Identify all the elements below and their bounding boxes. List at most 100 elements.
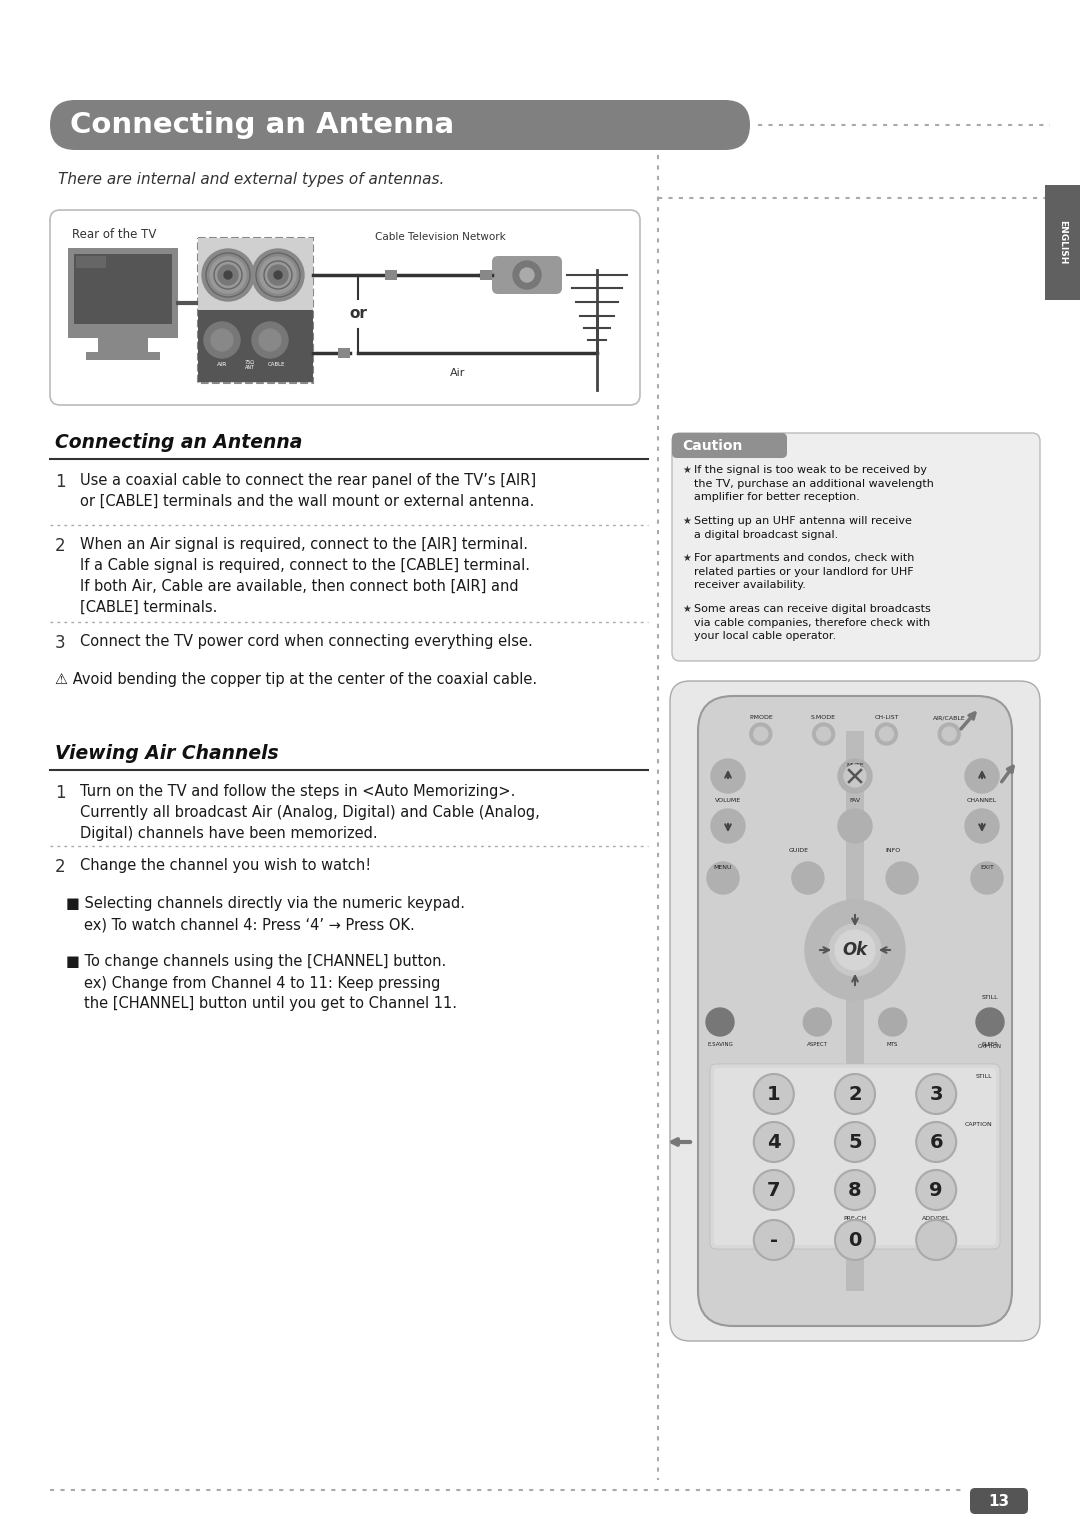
Circle shape — [750, 722, 772, 745]
Text: 6: 6 — [930, 1133, 943, 1151]
Text: 2: 2 — [848, 1084, 862, 1104]
Bar — [198, 238, 313, 310]
Bar — [75, 253, 172, 324]
Text: ex) Change from Channel 4 to 11: Keep pressing: ex) Change from Channel 4 to 11: Keep pr… — [84, 976, 441, 991]
Text: Rear of the TV: Rear of the TV — [72, 228, 157, 241]
Circle shape — [966, 809, 999, 843]
FancyBboxPatch shape — [970, 1487, 1028, 1513]
FancyBboxPatch shape — [50, 99, 750, 150]
Circle shape — [942, 727, 956, 741]
Circle shape — [204, 322, 240, 357]
Text: GUIDE: GUIDE — [788, 847, 809, 854]
Bar — [384, 270, 397, 279]
Circle shape — [971, 863, 1003, 893]
Text: Use a coaxial cable to connect the rear panel of the TV’s [AIR]
or [CABLE] termi: Use a coaxial cable to connect the rear … — [80, 473, 536, 508]
Text: or: or — [349, 307, 367, 322]
Circle shape — [707, 863, 739, 893]
Text: ASPECT: ASPECT — [807, 1041, 827, 1048]
Circle shape — [829, 924, 881, 976]
Text: For apartments and condos, check with
related parties or your landlord for UHF
r: For apartments and condos, check with re… — [694, 553, 915, 591]
Text: Viewing Air Channels: Viewing Air Channels — [55, 744, 279, 764]
Circle shape — [835, 1122, 875, 1162]
Circle shape — [274, 270, 282, 279]
Text: VOLUME: VOLUME — [715, 799, 741, 803]
Circle shape — [202, 249, 254, 301]
Text: 4: 4 — [767, 1133, 781, 1151]
FancyBboxPatch shape — [198, 238, 313, 383]
Text: Connecting an Antenna: Connecting an Antenna — [55, 434, 302, 452]
Text: CAPTION: CAPTION — [978, 1044, 1002, 1049]
Text: AIR/CABLE: AIR/CABLE — [933, 715, 966, 721]
Circle shape — [843, 765, 866, 786]
Text: AIR: AIR — [217, 362, 227, 368]
Circle shape — [835, 1170, 875, 1209]
FancyBboxPatch shape — [672, 434, 787, 458]
Circle shape — [812, 722, 835, 745]
Circle shape — [268, 266, 288, 286]
Text: EXIT: EXIT — [980, 864, 994, 870]
Circle shape — [711, 809, 745, 843]
Circle shape — [816, 727, 831, 741]
Circle shape — [224, 270, 232, 279]
Text: CH-LIST: CH-LIST — [874, 715, 899, 721]
Text: ★: ★ — [681, 466, 691, 475]
Circle shape — [252, 322, 288, 357]
Text: 0: 0 — [848, 1231, 862, 1249]
Text: CHANNEL: CHANNEL — [967, 799, 997, 803]
Text: Connecting an Antenna: Connecting an Antenna — [70, 111, 454, 139]
Text: 5: 5 — [848, 1133, 862, 1151]
Text: CAPTION: CAPTION — [964, 1122, 993, 1127]
Text: There are internal and external types of antennas.: There are internal and external types of… — [58, 173, 444, 186]
Bar — [76, 257, 106, 269]
Text: INFO: INFO — [885, 847, 901, 854]
Circle shape — [805, 899, 905, 1000]
Circle shape — [976, 1008, 1004, 1035]
Circle shape — [519, 269, 534, 282]
Circle shape — [804, 1008, 832, 1035]
Circle shape — [886, 863, 918, 893]
Circle shape — [876, 722, 897, 745]
Circle shape — [260, 257, 296, 293]
Text: ENGLISH: ENGLISH — [1058, 220, 1067, 264]
Text: MENU: MENU — [714, 864, 732, 870]
Circle shape — [513, 261, 541, 289]
Text: 13: 13 — [988, 1493, 1010, 1509]
Text: FAV: FAV — [850, 799, 861, 803]
Text: MUTE: MUTE — [847, 764, 864, 768]
Text: 3: 3 — [930, 1084, 943, 1104]
Circle shape — [706, 1008, 734, 1035]
Text: ex) To watch channel 4: Press ‘4’ → Press OK.: ex) To watch channel 4: Press ‘4’ → Pres… — [84, 918, 415, 933]
Bar — [198, 310, 313, 382]
Text: S.MODE: S.MODE — [811, 715, 836, 721]
Text: ★: ★ — [681, 605, 691, 614]
Text: Change the channel you wish to watch!: Change the channel you wish to watch! — [80, 858, 372, 873]
Text: Setting up an UHF antenna will receive
a digital broadcast signal.: Setting up an UHF antenna will receive a… — [694, 516, 912, 539]
Text: ADD/DEL: ADD/DEL — [922, 1215, 950, 1222]
Circle shape — [210, 257, 246, 293]
Circle shape — [916, 1122, 956, 1162]
Text: the [CHANNEL] button until you get to Channel 11.: the [CHANNEL] button until you get to Ch… — [84, 996, 457, 1011]
Circle shape — [711, 759, 745, 793]
Bar — [480, 270, 492, 279]
FancyBboxPatch shape — [670, 681, 1040, 1341]
FancyBboxPatch shape — [50, 211, 640, 405]
Bar — [98, 337, 148, 353]
Text: P.MODE: P.MODE — [748, 715, 772, 721]
Text: 8: 8 — [848, 1180, 862, 1200]
Text: 75Ω
ANT: 75Ω ANT — [245, 359, 255, 371]
FancyBboxPatch shape — [698, 696, 1012, 1325]
FancyBboxPatch shape — [492, 257, 562, 295]
Text: 3: 3 — [55, 634, 66, 652]
Text: PRE-CH: PRE-CH — [843, 1215, 866, 1222]
Bar — [1045, 185, 1080, 299]
Text: If the signal is too weak to be received by
the TV, purchase an additional wavel: If the signal is too weak to be received… — [694, 466, 934, 502]
Circle shape — [792, 863, 824, 893]
FancyBboxPatch shape — [710, 1064, 1000, 1249]
Text: STILL: STILL — [982, 996, 998, 1000]
Text: E.SAVING: E.SAVING — [707, 1041, 733, 1048]
Text: CABLE: CABLE — [267, 362, 285, 368]
Circle shape — [754, 1122, 794, 1162]
Circle shape — [838, 759, 872, 793]
Text: -: - — [770, 1231, 778, 1249]
Text: Connect the TV power cord when connecting everything else.: Connect the TV power cord when connectin… — [80, 634, 532, 649]
